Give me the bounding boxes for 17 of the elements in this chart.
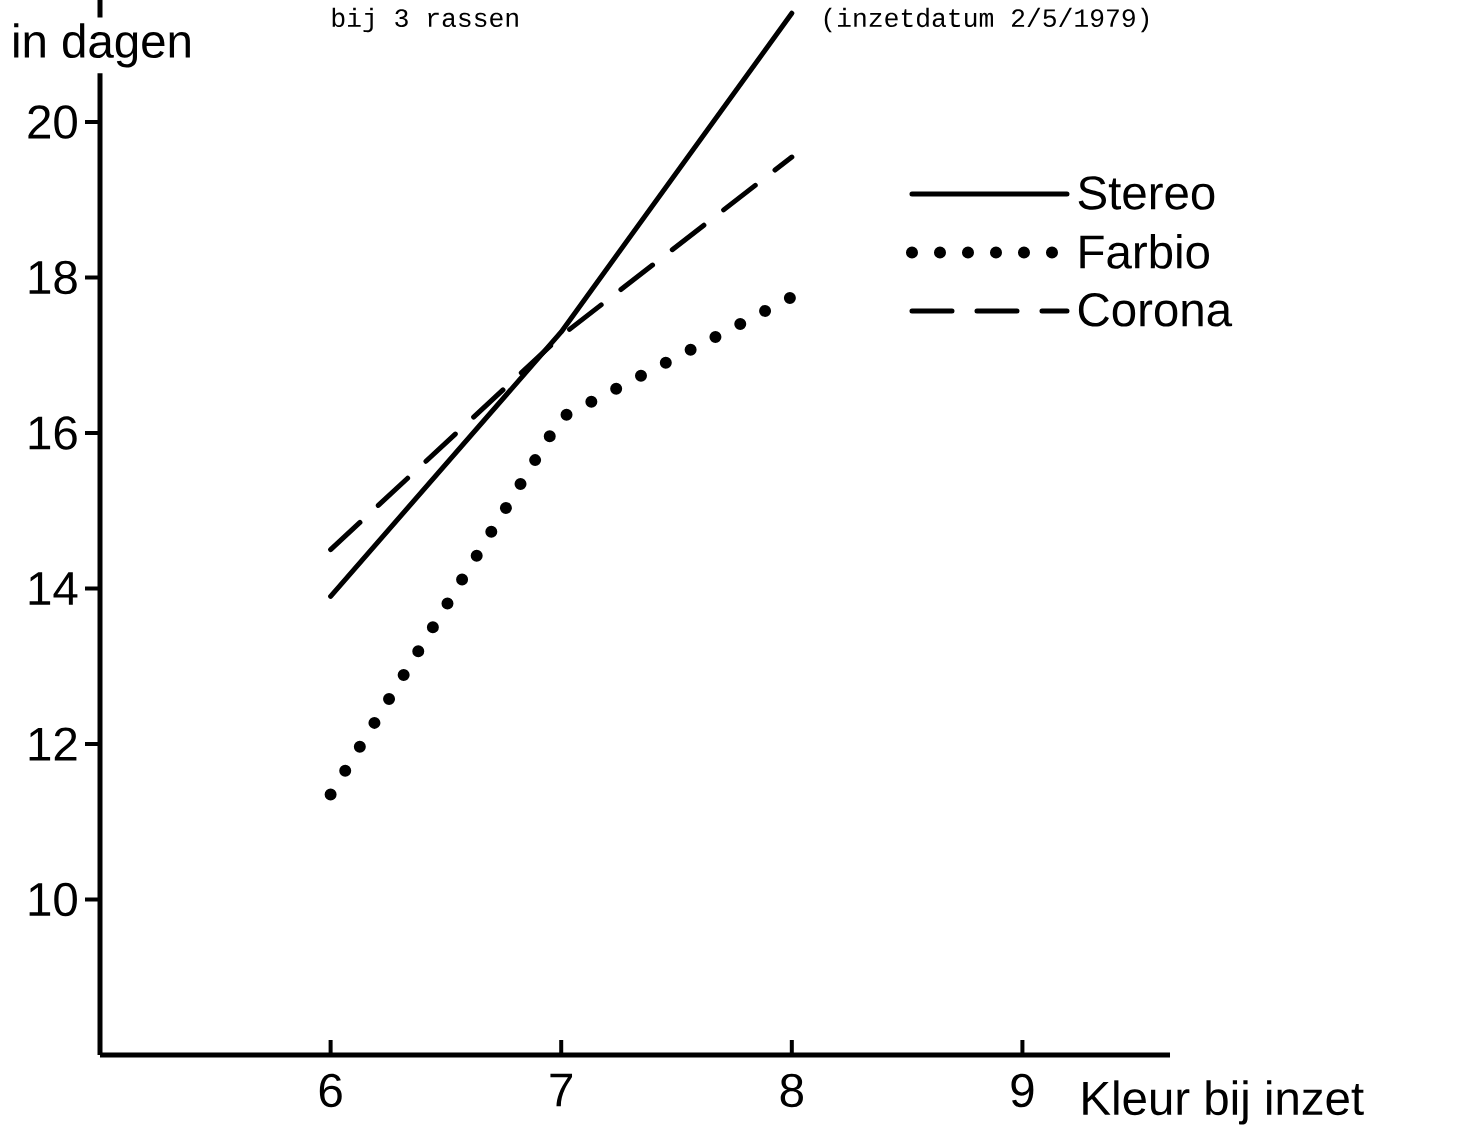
y-tick-label: 18 — [29, 260, 77, 295]
x-tick-label: 9 — [1011, 1073, 1034, 1108]
x-tick-label: 8 — [780, 1073, 803, 1108]
y-tick-label: 12 — [29, 727, 77, 761]
y-tick-label: 10 — [29, 882, 77, 917]
annotation: bij 3 rassen — [332, 7, 518, 33]
x-axis-title: Kleur bij inzet — [1083, 1080, 1364, 1125]
x-tick-label: 7 — [550, 1073, 573, 1107]
y-tick-label: 14 — [29, 572, 78, 605]
x-tick-label: 6 — [319, 1073, 342, 1108]
legend-label: Corona — [1078, 293, 1233, 327]
y-tick-label: 16 — [29, 416, 77, 450]
legend-label: Farbio — [1080, 233, 1209, 269]
legend-label: Stereo — [1078, 176, 1215, 210]
y-axis-title: in dagen — [14, 23, 190, 68]
annotation: (inzetdatum 2/5/1979) — [824, 7, 1149, 33]
y-tick-label: 20 — [28, 105, 77, 139]
